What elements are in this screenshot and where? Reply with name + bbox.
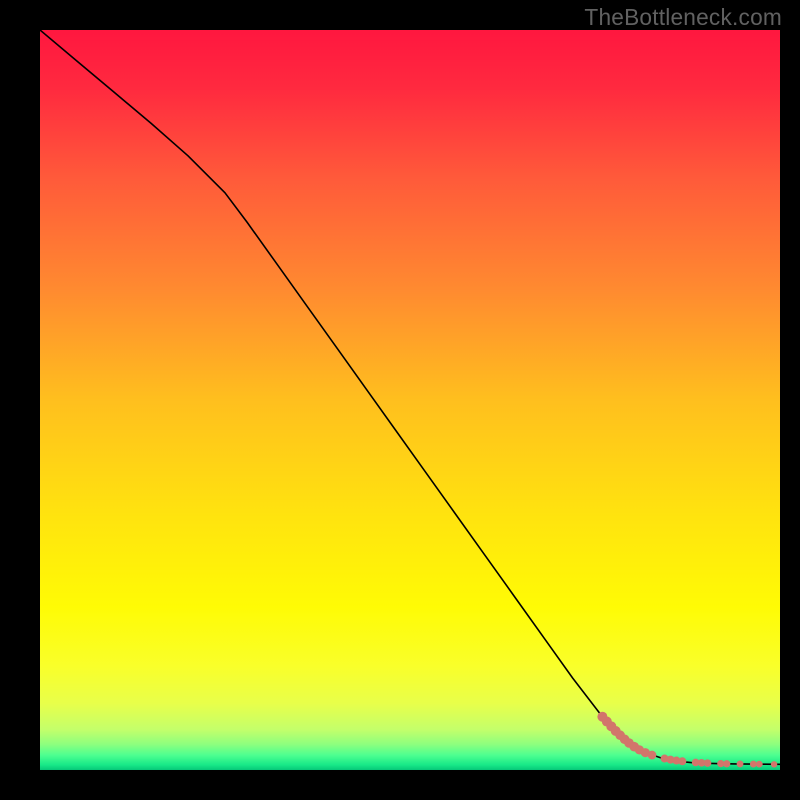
highlight-marker: [648, 751, 657, 760]
highlight-marker: [737, 761, 744, 768]
plot-svg: [40, 30, 780, 770]
gradient-background: [40, 30, 780, 770]
highlight-marker: [750, 761, 757, 768]
figure-frame: TheBottleneck.com: [0, 0, 800, 800]
highlight-marker: [678, 757, 686, 765]
highlight-marker: [771, 761, 777, 767]
watermark-label: TheBottleneck.com: [584, 4, 782, 31]
plot-area: [40, 30, 780, 770]
highlight-marker: [704, 759, 712, 767]
highlight-marker: [756, 761, 763, 768]
highlight-marker: [723, 760, 730, 767]
